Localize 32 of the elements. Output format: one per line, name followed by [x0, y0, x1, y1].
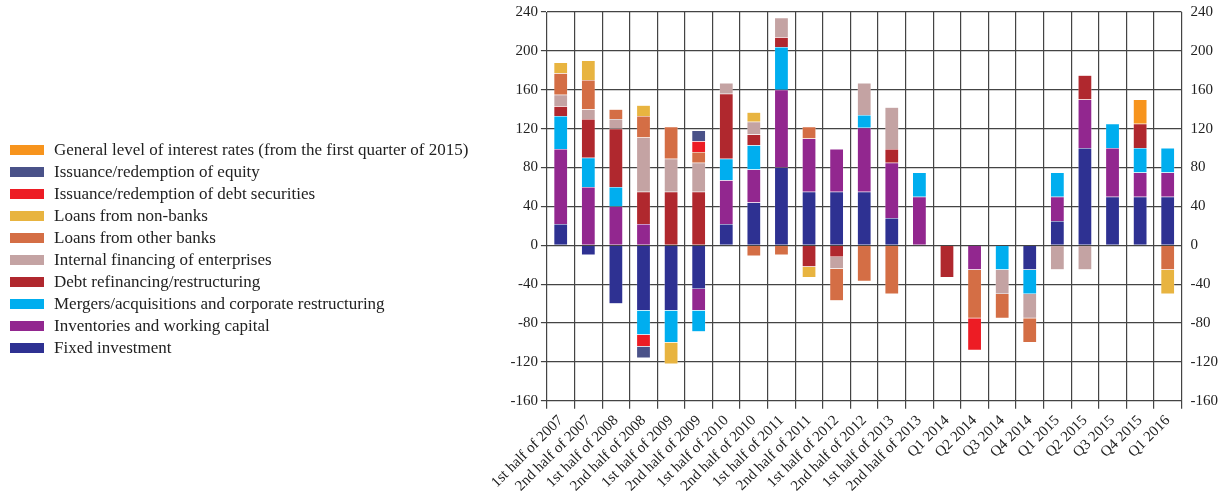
- legend-label: Inventories and working capital: [54, 316, 270, 336]
- y-tick-label: 0: [530, 236, 538, 253]
- y2-tick-label: 80: [1190, 158, 1206, 175]
- y-tick-label: 200: [515, 41, 538, 58]
- y-tick-label: -120: [510, 352, 538, 369]
- y-tick-label: 80: [522, 158, 538, 175]
- y-tick-label: 160: [515, 80, 538, 97]
- legend-label: Fixed investment: [54, 338, 172, 358]
- y-tick-label: 240: [515, 2, 538, 19]
- legend-label: Loans from other banks: [54, 228, 216, 248]
- y-tick-label: -160: [510, 391, 538, 408]
- y2-tick-label: 160: [1190, 80, 1213, 97]
- legend-label: General level of interest rates (from the first quarter of 2015): [54, 140, 469, 160]
- legend-label: Issuance/redemption of debt securities: [54, 184, 316, 204]
- legend-label: Loans from non-banks: [54, 206, 208, 226]
- legend-label: Internal financing of enterprises: [54, 250, 272, 270]
- y2-tick-label: 120: [1190, 119, 1213, 136]
- y2-tick-label: -120: [1190, 352, 1218, 369]
- y2-tick-label: -80: [1190, 314, 1211, 331]
- y-tick-label: -40: [517, 275, 538, 292]
- y-tick-label: 120: [515, 119, 538, 136]
- y2-tick-label: 40: [1190, 197, 1206, 214]
- y-tick-label: -80: [517, 314, 538, 331]
- legend-label: Issuance/redemption of equity: [54, 162, 260, 182]
- legend-label: Mergers/acquisitions and corporate restructuring: [54, 294, 385, 314]
- y2-tick-label: -160: [1190, 391, 1218, 408]
- legend-label: Debt refinancing/restructuring: [54, 272, 261, 292]
- y-tick-label: 40: [522, 197, 538, 214]
- y2-tick-label: -40: [1190, 275, 1211, 292]
- y2-tick-label: 200: [1190, 41, 1213, 58]
- y2-tick-label: 240: [1190, 2, 1213, 19]
- y2-tick-label: 0: [1190, 236, 1198, 253]
